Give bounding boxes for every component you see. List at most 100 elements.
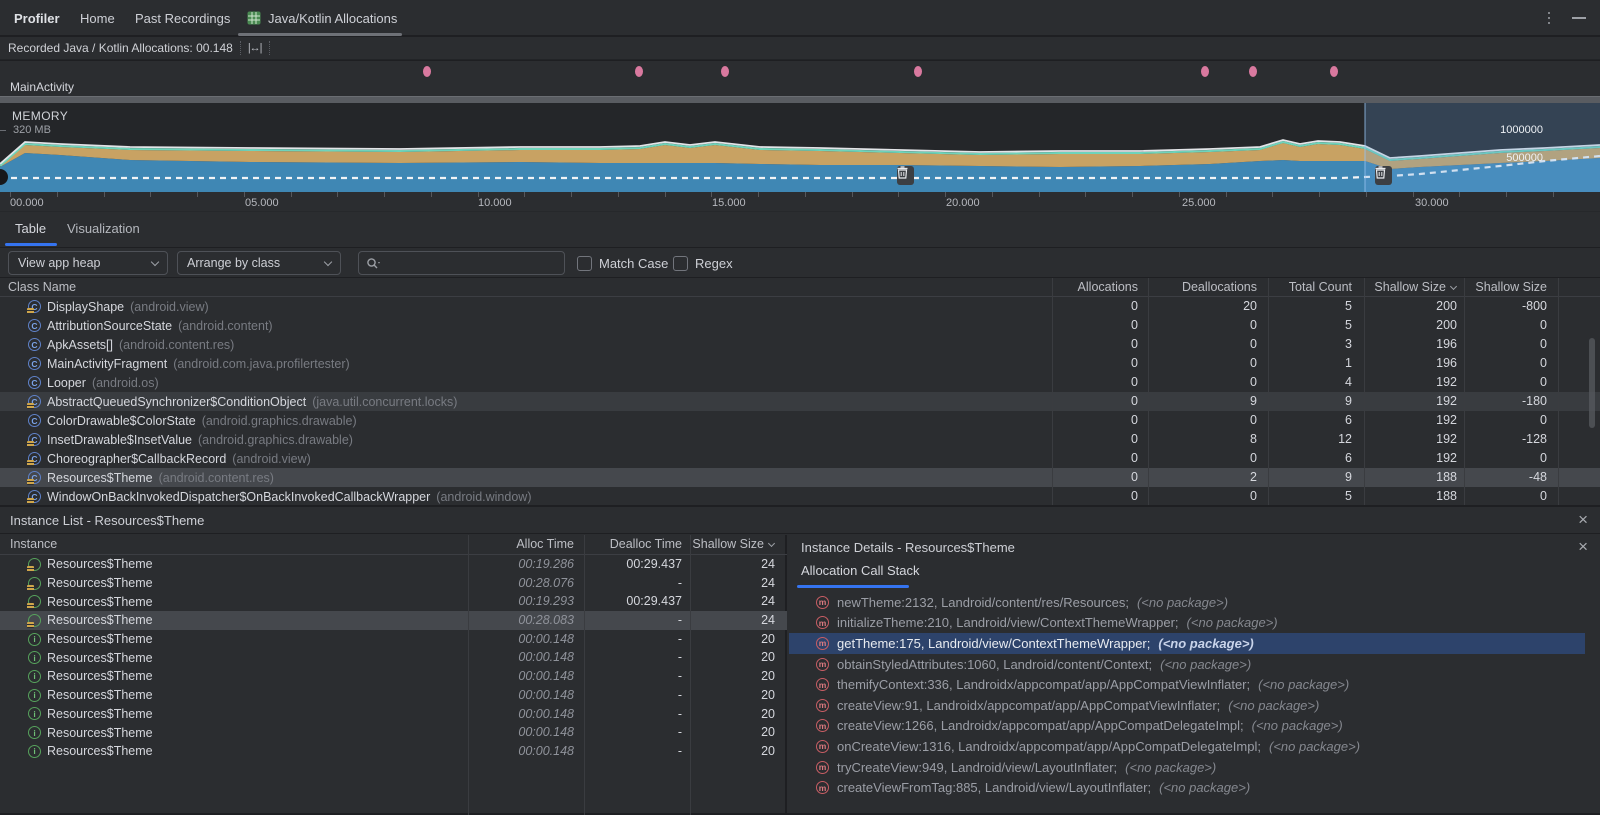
instance-row[interactable]: iResources$Theme00:00.148-20 [0, 667, 787, 686]
stack-frame[interactable]: mcreateView:1266, Landroidx/appcompat/ap… [789, 716, 1585, 737]
memory-track[interactable]: MEMORY 320 MB 1000000 500000 [0, 103, 1600, 192]
stack-frame[interactable]: mtryCreateView:949, Landroid/view/Layout… [789, 757, 1585, 778]
dealloc-time: - [592, 705, 682, 724]
class-cell: CColorDrawable$ColorState(android.graphi… [28, 411, 357, 430]
instance-row[interactable]: iResources$Theme00:00.148-20 [0, 648, 787, 667]
column-dealloc-time[interactable]: Dealloc Time [592, 535, 682, 554]
instance-row[interactable]: Resources$Theme00:19.28600:29.43724 [0, 555, 787, 574]
tab-visualization[interactable]: Visualization [67, 212, 140, 245]
cell-value: 0 [1472, 487, 1547, 506]
stack-frame[interactable]: mthemifyContext:336, Landroidx/appcompat… [789, 674, 1585, 695]
class-row[interactable]: CApkAssets[](android.content.res)0031960 [0, 335, 1600, 354]
frame-package: (<no package>) [1160, 657, 1251, 672]
allocation-event-dot[interactable] [1249, 66, 1257, 77]
stack-frame[interactable]: mcreateView:91, Landroidx/appcompat/app/… [789, 695, 1585, 716]
stack-frame[interactable]: mcreateViewFromTag:885, Landroid/view/La… [789, 777, 1585, 798]
search-field[interactable] [358, 251, 565, 275]
instance-row[interactable]: Resources$Theme00:28.076-24 [0, 574, 787, 593]
cell-value: 188 [1372, 487, 1457, 506]
close-icon[interactable]: × [1578, 537, 1588, 557]
allocation-event-dot[interactable] [635, 66, 643, 77]
class-row[interactable]: CChoreographer$CallbackRecord(android.vi… [0, 449, 1600, 468]
allocation-event-dot[interactable] [423, 66, 431, 77]
class-table-header[interactable]: Class Name Allocations Deallocations Total… [0, 278, 1600, 297]
instance-row[interactable]: iResources$Theme00:00.148-20 [0, 630, 787, 649]
stack-frame[interactable]: mgetTheme:175, Landroid/view/ContextThem… [789, 633, 1585, 654]
arrange-select[interactable]: Arrange by class [177, 251, 341, 275]
class-row[interactable]: CMainActivityFragment(android.com.java.p… [0, 354, 1600, 373]
regex-checkbox[interactable] [673, 256, 688, 271]
column-separator [1052, 278, 1053, 505]
zoom-to-fit-icon[interactable]: |↔| [248, 42, 262, 54]
cell-value: 0 [1056, 392, 1138, 411]
cell-value: 0 [1472, 411, 1547, 430]
class-row[interactable]: CAttributionSourceState(android.content)… [0, 316, 1600, 335]
column-alloc-time[interactable]: Alloc Time [476, 535, 574, 554]
instance-row[interactable]: Resources$Theme00:28.083-24 [0, 611, 787, 630]
stack-frame[interactable]: mnewTheme:2132, Landroid/content/res/Res… [789, 592, 1585, 613]
shallow-size: 24 [697, 592, 775, 611]
stack-frame[interactable]: monCreateView:1316, Landroidx/appcompat/… [789, 736, 1585, 757]
column-instance[interactable]: Instance [10, 535, 57, 554]
match-case-option[interactable]: Match Case [577, 251, 668, 275]
class-row[interactable]: CInsetDrawable$InsetValue(android.graphi… [0, 430, 1600, 449]
scrollbar-thumb[interactable] [1589, 338, 1595, 428]
instance-name: Resources$Theme [47, 707, 153, 721]
tab-profiler[interactable]: Profiler [14, 0, 60, 36]
column-allocations[interactable]: Allocations [1056, 278, 1138, 296]
tab-table[interactable]: Table [15, 212, 46, 245]
cell-value: 0 [1056, 430, 1138, 449]
stack-frame[interactable]: minitializeTheme:210, Landroid/view/Cont… [789, 613, 1585, 634]
tab-allocation-call-stack[interactable]: Allocation Call Stack [801, 563, 920, 578]
time-tick [618, 192, 619, 197]
class-row[interactable]: CAbstractQueuedSynchronizer$ConditionObj… [0, 392, 1600, 411]
column-total-count[interactable]: Total Count [1272, 278, 1352, 296]
alloc-time: 00:00.148 [476, 723, 574, 742]
instance-row[interactable]: iResources$Theme00:00.148-20 [0, 723, 787, 742]
class-cell: CWindowOnBackInvokedDispatcher$OnBackInv… [28, 487, 531, 506]
regex-option[interactable]: Regex [673, 251, 733, 275]
instance-row[interactable]: Resources$Theme00:19.29300:29.43724 [0, 592, 787, 611]
event-track[interactable]: MainActivity [0, 61, 1600, 103]
minimize-icon[interactable] [1572, 17, 1586, 19]
gc-event-icon[interactable] [1375, 166, 1392, 185]
class-package: (android.view) [130, 300, 209, 314]
more-options-icon[interactable] [1548, 12, 1551, 25]
class-row[interactable]: CColorDrawable$ColorState(android.graphi… [0, 411, 1600, 430]
allocated-marker-icon [27, 441, 34, 447]
heap-select[interactable]: View app heap [8, 251, 168, 275]
memory-area-chart[interactable] [0, 103, 1600, 192]
instance-row[interactable]: iResources$Theme00:00.148-20 [0, 705, 787, 724]
alloc-time: 00:00.148 [476, 705, 574, 724]
instance-row[interactable]: iResources$Theme00:00.148-20 [0, 742, 787, 761]
class-package: (android.content.res) [119, 338, 234, 352]
tab-past-recordings[interactable]: Past Recordings [135, 0, 230, 36]
stack-frame[interactable]: mobtainStyledAttributes:1060, Landroid/c… [789, 654, 1585, 675]
allocation-event-dot[interactable] [1201, 66, 1209, 77]
search-input[interactable] [384, 256, 544, 270]
instance-list-header[interactable]: Instance Alloc Time Dealloc Time Shallow… [0, 535, 787, 555]
instance-name: Resources$Theme [47, 651, 153, 665]
allocation-event-dot[interactable] [721, 66, 729, 77]
time-axis[interactable]: 00.00005.00010.00015.00020.00025.00030.0… [0, 192, 1600, 212]
class-row[interactable]: CDisplayShape(android.view)0205200-800 [0, 297, 1600, 316]
instance-name: Resources$Theme [47, 557, 153, 571]
class-row[interactable]: CLooper(android.os)0041920 [0, 373, 1600, 392]
column-deallocations[interactable]: Deallocations [1160, 278, 1257, 296]
column-class-name[interactable]: Class Name [8, 278, 76, 296]
instance-panels: Instance List - Resources$Theme × Instan… [0, 505, 1600, 813]
tab-home[interactable]: Home [80, 0, 115, 36]
class-row[interactable]: CWindowOnBackInvokedDispatcher$OnBackInv… [0, 487, 1600, 506]
time-tick [431, 192, 432, 197]
gc-event-icon[interactable] [897, 166, 914, 185]
close-icon[interactable]: × [1578, 510, 1588, 530]
tab-java-kotlin-allocations[interactable]: Java/Kotlin Allocations [247, 0, 397, 36]
allocation-event-dot[interactable] [1330, 66, 1338, 77]
class-row[interactable]: CResources$Theme(android.content.res)029… [0, 468, 1600, 487]
column-shallow-size[interactable]: Shallow Size [680, 535, 775, 554]
match-case-checkbox[interactable] [577, 256, 592, 271]
instance-row[interactable]: iResources$Theme00:00.148-20 [0, 686, 787, 705]
allocation-event-dot[interactable] [914, 66, 922, 77]
column-shallow-size[interactable]: Shallow Size [1372, 278, 1457, 296]
time-tick [852, 192, 853, 197]
